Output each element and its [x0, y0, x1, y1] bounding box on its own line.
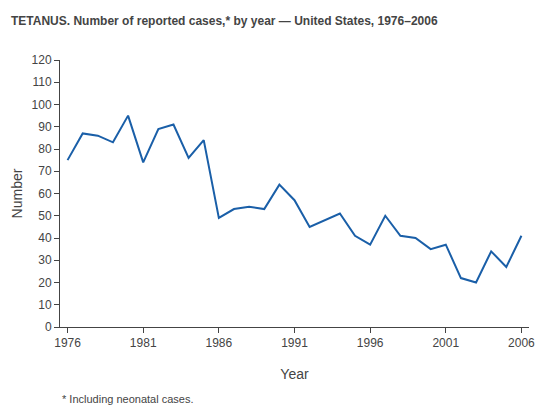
svg-text:* Including neonatal cases.: * Including neonatal cases. [62, 393, 193, 405]
svg-text:100: 100 [32, 98, 52, 112]
svg-text:TETANUS. Number of reported ca: TETANUS. Number of reported cases,* by y… [11, 14, 438, 28]
svg-text:2006: 2006 [508, 336, 535, 350]
svg-text:80: 80 [38, 142, 52, 156]
svg-text:30: 30 [38, 253, 52, 267]
svg-text:Number: Number [9, 168, 25, 218]
svg-text:10: 10 [38, 298, 52, 312]
svg-text:Year: Year [280, 366, 309, 382]
svg-text:1981: 1981 [130, 336, 157, 350]
svg-text:40: 40 [38, 231, 52, 245]
svg-text:0: 0 [45, 320, 52, 334]
svg-text:70: 70 [38, 164, 52, 178]
svg-text:1976: 1976 [54, 336, 81, 350]
svg-text:20: 20 [38, 276, 52, 290]
svg-text:1986: 1986 [205, 336, 232, 350]
svg-text:60: 60 [38, 187, 52, 201]
svg-text:110: 110 [32, 75, 51, 89]
svg-text:2001: 2001 [432, 336, 459, 350]
svg-text:90: 90 [38, 120, 52, 134]
svg-text:50: 50 [38, 209, 52, 223]
svg-text:1996: 1996 [357, 336, 384, 350]
svg-text:120: 120 [32, 53, 52, 67]
svg-text:1991: 1991 [281, 336, 308, 350]
